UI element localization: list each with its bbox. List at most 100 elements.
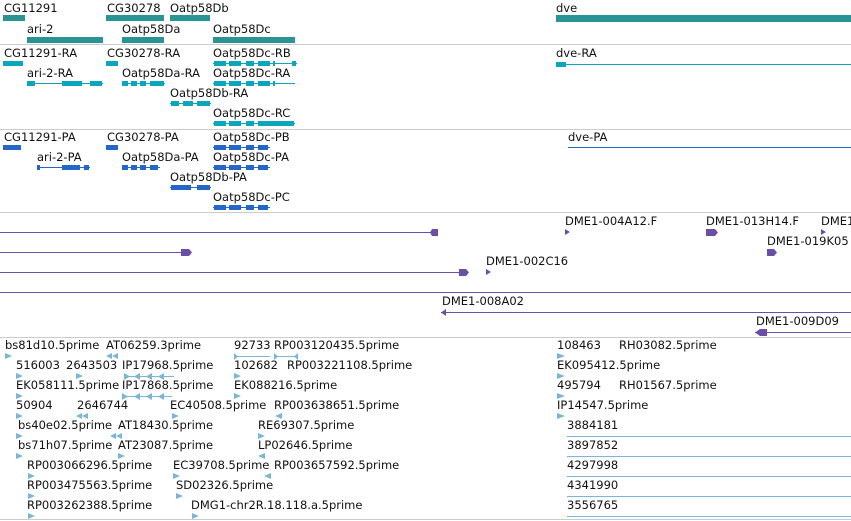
est-feature-ec39708[interactable] [173, 473, 180, 479]
clone-feature-dme1-008a02[interactable] [441, 309, 851, 316]
protein-feature-oatp58da-pa[interactable] [122, 165, 160, 170]
est-feature-ek058111[interactable] [16, 393, 23, 399]
protein-label-cg30278-pa: CG30278-PA [107, 130, 179, 144]
est-feature-ip17968[interactable] [124, 373, 174, 380]
est-feature-495794[interactable] [557, 393, 565, 399]
clone-feature-dme1-002c16[interactable] [486, 269, 491, 275]
est-label: DMG1-chr2R.18.118.a.5prime [191, 498, 362, 512]
protein-feature-oatp58dc-pa[interactable] [213, 165, 270, 170]
transcript-label-ari-2-ra: ari-2-RA [27, 66, 73, 80]
gene-label-dve: dve [556, 1, 577, 15]
clone-feature-dme1-009d09[interactable] [755, 329, 851, 336]
protein-feature-oatp58dc-pb[interactable] [213, 145, 270, 150]
est-label: AT18430.5prime [118, 418, 213, 432]
transcript-feature-cg11291-ra[interactable] [3, 61, 23, 66]
est-feature-ip14547[interactable] [557, 413, 565, 419]
est-feature-bs40e02[interactable] [16, 433, 23, 439]
protein-feature-cg30278-pa[interactable] [106, 145, 118, 150]
est-feature-102682[interactable] [234, 373, 241, 379]
transcript-feature-cg30278-ra[interactable] [106, 61, 118, 66]
transcript-feature-oatp58db-ra[interactable] [170, 101, 211, 106]
est-feature-ek088216[interactable] [234, 393, 241, 399]
est-label: EK095412.5prime [557, 358, 660, 372]
transcript-feature-dve-ra[interactable] [556, 62, 851, 67]
protein-label-cg11291-pa: CG11291-PA [4, 130, 76, 144]
est-feature-at23087[interactable] [118, 453, 125, 459]
est-feature-bs81d10[interactable] [5, 353, 12, 359]
transcript-feature-oatp58dc-rc[interactable] [213, 121, 295, 126]
gene-feature-cg11291[interactable] [3, 15, 25, 21]
clone-feature-dme1-004a12-f[interactable] [565, 229, 570, 235]
est-feature-108463[interactable] [557, 353, 565, 359]
clone-feature-row-2[interactable] [0, 249, 192, 256]
est-feature-rp003120435[interactable] [274, 353, 298, 360]
est-feature-bs71h07[interactable] [16, 453, 23, 459]
est-label: 3556765 [567, 498, 618, 512]
est-label: AT23087.5prime [118, 438, 213, 452]
est-feature-ec40508[interactable] [172, 413, 179, 419]
est-feature-rp003475563[interactable] [28, 493, 35, 499]
est-label: EK058111.5prime [16, 378, 119, 392]
est-label: AT06259.3prime [106, 338, 201, 352]
protein-feature-cg11291-pa[interactable] [3, 145, 21, 150]
clone-feature-row-1[interactable] [0, 229, 438, 236]
transcript-feature-oatp58da-ra[interactable] [122, 81, 165, 86]
est-label: 3884181 [567, 418, 618, 432]
est-label: IP17868.5prime [122, 378, 213, 392]
transcript-label-dve-ra: dve-RA [556, 46, 597, 60]
est-feature-2643503[interactable] [76, 373, 83, 379]
clone-feature-row-3[interactable] [0, 269, 469, 276]
clone-label-dme1-truncated: DME1 [821, 214, 851, 228]
gene-feature-dve[interactable] [556, 15, 851, 22]
est-feature-lp02646[interactable] [258, 453, 265, 459]
est-feature-rp003066296[interactable] [28, 473, 35, 479]
est-label: 108463 [557, 338, 601, 352]
clone-feature-dme1-truncated[interactable] [821, 229, 826, 235]
protein-feature-ari-2-pa[interactable] [37, 165, 90, 170]
gene-feature-ari-2[interactable] [27, 37, 103, 43]
est-feature-at18430[interactable] [110, 433, 122, 439]
est-feature-dmg1-chr2r[interactable] [192, 513, 199, 519]
est-label: RP003066296.5prime [27, 458, 152, 472]
clone-feature-dme1-019k05[interactable] [767, 249, 777, 256]
est-label: RP003475563.5prime [27, 478, 152, 492]
protein-feature-oatp58dc-pc[interactable] [213, 205, 270, 210]
gene-feature-oatp58da[interactable] [122, 37, 164, 43]
transcript-track: CG11291-RA CG30278-RA Oatp58Dc-RB dve-RA… [3, 46, 851, 126]
transcript-feature-oatp58dc-ra[interactable] [213, 81, 295, 86]
protein-label-oatp58dc-pc: Oatp58Dc-PC [213, 190, 290, 204]
est-feature-at06259[interactable] [106, 353, 118, 359]
est-feature-rp003657592[interactable] [264, 473, 271, 479]
est-feature-rp003262388[interactable] [28, 513, 35, 519]
clone-label-dme1-019k05: DME1-019K05 [767, 234, 849, 248]
est-features [5, 353, 851, 519]
gene-label-ari-2: ari-2 [27, 22, 53, 36]
est-feature-ep095412[interactable] [557, 373, 565, 379]
gene-feature-oatp58dc[interactable] [213, 37, 295, 43]
est-label: 495794 [557, 378, 601, 392]
gene-label-oatp58dc: Oatp58Dc [213, 22, 271, 36]
gene-feature-oatp58db[interactable] [170, 15, 210, 21]
est-label: IP17968.5prime [122, 358, 213, 372]
est-feature-re69307[interactable] [258, 433, 265, 439]
transcript-label-cg11291-ra: CG11291-RA [4, 46, 77, 60]
protein-label-oatp58da-pa: Oatp58Da-PA [122, 150, 199, 164]
clone-feature-dme1-013h14-f[interactable] [706, 229, 718, 236]
transcript-feature-ari-2-ra[interactable] [27, 81, 103, 86]
transcript-label-oatp58dc-rc: Oatp58Dc-RC [213, 106, 290, 120]
est-feature-92733[interactable] [234, 353, 270, 360]
gene-feature-cg30278[interactable] [106, 15, 164, 21]
est-label: LP02646.5prime [258, 438, 352, 452]
protein-feature-oatp58db-pa[interactable] [170, 185, 211, 190]
est-feature-50904[interactable] [16, 413, 23, 419]
est-feature-516003[interactable] [16, 373, 23, 379]
transcript-feature-oatp58dc-rb[interactable] [213, 61, 297, 66]
est-label: 3897852 [567, 438, 618, 452]
est-feature-ip17868[interactable] [122, 393, 172, 400]
est-label: 102682 [234, 358, 278, 372]
est-feature-sd02326[interactable] [176, 493, 183, 499]
est-label: RH01567.5prime [619, 378, 717, 392]
est-feature-rp003638651[interactable] [275, 413, 282, 419]
est-feature-2646744[interactable] [76, 413, 88, 419]
